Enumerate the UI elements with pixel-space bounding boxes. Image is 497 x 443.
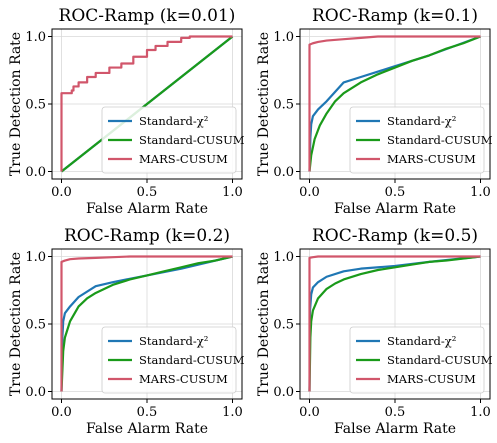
legend-entry-label: Standard-CUSUM (387, 133, 493, 147)
legend-box (101, 326, 237, 394)
legend: Standard-χ² Standard-CUSUM MARS-CUSUM (349, 106, 493, 174)
legend-entry-label: MARS-CUSUM (139, 152, 228, 166)
x-tick-label: 0.5 (385, 185, 406, 200)
y-axis-label: True Detection Rate (8, 252, 24, 396)
y-axis-label: True Detection Rate (256, 252, 272, 396)
y-tick-label: 0.0 (273, 385, 294, 400)
x-tick-label: 0.0 (51, 405, 72, 420)
legend-entry-label: Standard-χ² (387, 114, 456, 128)
series-line-standard-cusum (60, 255, 233, 392)
legend-entry-label: Standard-χ² (387, 334, 456, 348)
series-line-standard-cusum (60, 35, 234, 173)
y-tick-label: 0.0 (25, 385, 46, 400)
y-tick-label: 1.0 (25, 250, 46, 265)
legend-entry-label: Standard-χ² (139, 114, 208, 128)
y-tick-label: 0.5 (25, 98, 46, 113)
roc-panel-3: 0.0 0.0 0.5 0.5 1.0 1.0 ROC-Ramp (k=0.2) False … (8, 226, 245, 437)
x-tick-label: 1.0 (470, 405, 491, 420)
chart-title: ROC-Ramp (k=0.5) (312, 226, 478, 246)
series-line-mars-cusum (60, 35, 233, 172)
legend-entry-label: Standard-CUSUM (387, 353, 493, 367)
x-tick-label: 0.0 (299, 185, 320, 200)
y-tick-label: 1.0 (25, 30, 46, 45)
x-tick-label: 0.5 (137, 185, 158, 200)
x-tick-label: 1.0 (222, 185, 243, 200)
y-tick-label: 0.5 (25, 318, 46, 333)
y-tick-label: 0.0 (273, 165, 294, 180)
legend-entry-label: MARS-CUSUM (139, 372, 228, 386)
x-tick-label: 0.0 (299, 405, 320, 420)
y-axis-label: True Detection Rate (256, 32, 272, 176)
y-tick-label: 1.0 (273, 250, 294, 265)
chart-title: ROC-Ramp (k=0.2) (64, 226, 230, 246)
roc-panel-2: 0.0 0.0 0.5 0.5 1.0 1.0 ROC-Ramp (k=0.1) False … (256, 6, 493, 217)
x-axis-label: False Alarm Rate (86, 421, 208, 437)
legend-entry-label: MARS-CUSUM (387, 372, 476, 386)
legend: Standard-χ² Standard-CUSUM MARS-CUSUM (349, 326, 493, 394)
legend-entry-label: MARS-CUSUM (387, 152, 476, 166)
legend-box (349, 106, 485, 174)
y-axis-label: True Detection Rate (8, 32, 24, 176)
chart-title: ROC-Ramp (k=0.1) (312, 6, 478, 26)
chart-title: ROC-Ramp (k=0.01) (59, 6, 236, 26)
y-tick-label: 1.0 (273, 30, 294, 45)
x-axis-label: False Alarm Rate (334, 201, 456, 217)
series-line-standard-cusum (308, 255, 481, 392)
x-axis-label: False Alarm Rate (86, 201, 208, 217)
roc-panel-1: 0.0 0.0 0.5 0.5 1.0 1.0 ROC-Ramp (k=0.01) False… (8, 6, 245, 217)
x-tick-label: 0.0 (51, 185, 72, 200)
legend-entry-label: Standard-CUSUM (139, 353, 245, 367)
legend: Standard-χ² Standard-CUSUM MARS-CUSUM (101, 326, 245, 394)
series-line-mars-cusum (308, 35, 481, 172)
x-tick-label: 1.0 (470, 185, 491, 200)
series-line-standard-cusum (308, 35, 481, 172)
series-line-mars-cusum (60, 255, 233, 392)
y-tick-label: 0.5 (273, 318, 294, 333)
x-tick-label: 0.5 (137, 405, 158, 420)
legend-box (101, 106, 237, 174)
x-tick-label: 1.0 (222, 405, 243, 420)
legend-entry-label: Standard-χ² (139, 334, 208, 348)
roc-panel-4: 0.0 0.0 0.5 0.5 1.0 1.0 ROC-Ramp (k=0.5) False … (256, 226, 493, 437)
y-tick-label: 0.5 (273, 98, 294, 113)
legend: Standard-χ² Standard-CUSUM MARS-CUSUM (101, 106, 245, 174)
series-line-mars-cusum (308, 255, 481, 392)
x-tick-label: 0.5 (385, 405, 406, 420)
legend-box (349, 326, 485, 394)
x-axis-label: False Alarm Rate (334, 421, 456, 437)
legend-entry-label: Standard-CUSUM (139, 133, 245, 147)
y-tick-label: 0.0 (25, 165, 46, 180)
